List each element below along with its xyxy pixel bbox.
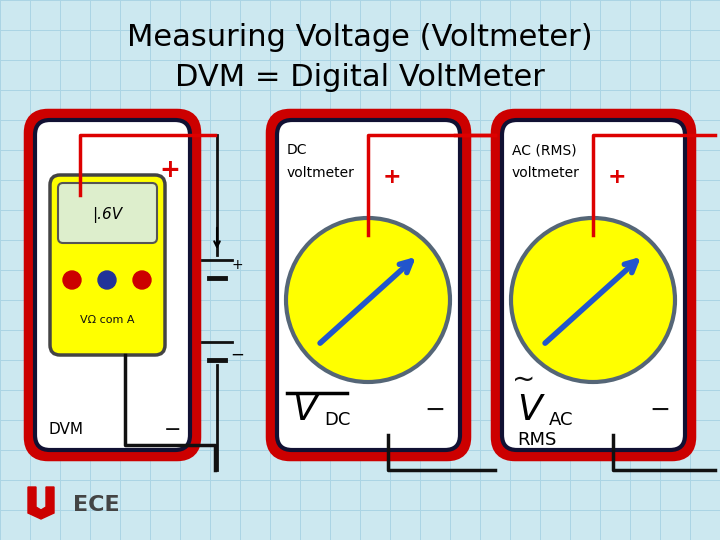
Circle shape [511,218,675,382]
Text: −: − [649,398,670,422]
Text: DVM = Digital VoltMeter: DVM = Digital VoltMeter [175,64,545,92]
Text: V: V [292,393,317,427]
Text: −: − [230,346,244,364]
FancyBboxPatch shape [58,183,157,243]
Text: −: − [164,420,181,440]
Text: ~: ~ [512,366,536,394]
FancyBboxPatch shape [497,115,690,455]
Text: +: + [383,167,401,187]
Circle shape [286,218,450,382]
Circle shape [98,271,116,289]
Text: ECE: ECE [73,495,120,515]
Text: DVM: DVM [48,422,83,437]
Text: Measuring Voltage (Voltmeter): Measuring Voltage (Voltmeter) [127,24,593,52]
Text: AC: AC [549,411,574,429]
FancyBboxPatch shape [272,115,465,455]
FancyBboxPatch shape [50,175,165,355]
Circle shape [133,271,151,289]
Circle shape [63,271,81,289]
Text: VΩ com A: VΩ com A [80,315,134,325]
Text: RMS: RMS [517,431,557,449]
Text: V: V [517,393,541,427]
Polygon shape [28,487,54,519]
Text: +: + [231,258,243,272]
Text: −: − [425,398,446,422]
Text: voltmeter: voltmeter [512,166,580,180]
Text: |.6V: |.6V [92,207,122,223]
Text: DC: DC [287,143,307,157]
Text: DC: DC [324,411,351,429]
Text: +: + [160,158,181,182]
Text: AC (RMS): AC (RMS) [512,143,577,157]
Text: voltmeter: voltmeter [287,166,355,180]
FancyBboxPatch shape [30,115,195,455]
Text: +: + [608,167,626,187]
